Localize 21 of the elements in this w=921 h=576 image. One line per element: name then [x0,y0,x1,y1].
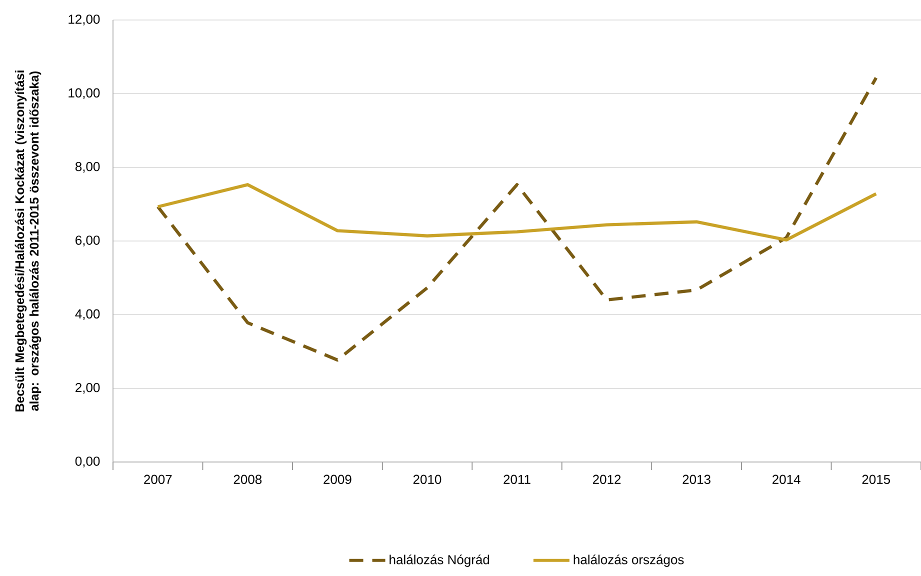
x-tick-label: 2008 [234,474,262,484]
x-tick-label: 2013 [682,474,710,484]
x-tick-label: 2011 [504,474,530,484]
y-tick-label: 0,00 [75,456,100,468]
y-tick-label: 4,00 [75,309,100,320]
x-tick-label: 2007 [144,474,172,484]
y-tick-label: 6,00 [76,236,100,246]
y-axis-title: Becsült Megbetegedési/Halálozási Kockázat (viszonyítási alap: országos halálozás 2011-2015 összevont időszaka) [14,70,42,412]
x-tick-label: 2014 [772,474,800,484]
y-tick-label: 12,00 [68,14,100,26]
y-tick-label: 10,00 [68,88,100,100]
y-tick-label: 8,00 [75,162,100,173]
legend-label: halálozás országos [574,554,684,567]
line-series [156,183,878,242]
legend-label: halálozás Nógrád [390,554,490,567]
y-tick-label: 2,00 [76,382,100,394]
x-tick-label: 2012 [592,474,621,484]
x-tick-label: 2009 [324,474,352,484]
x-tick-label: 2015 [862,474,890,484]
line-series [156,76,878,362]
x-tick-label: 2010 [413,474,442,484]
